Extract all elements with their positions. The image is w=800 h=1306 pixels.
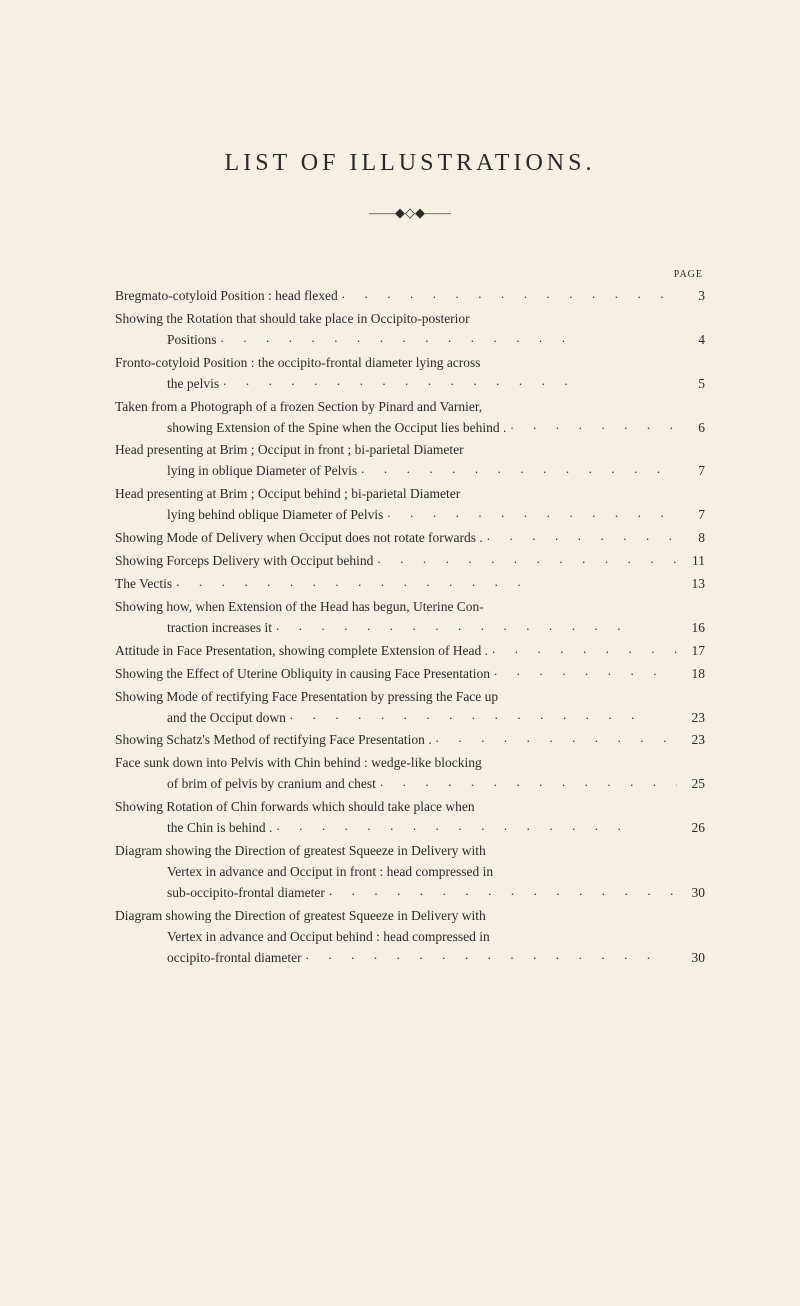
- page-number: 18: [681, 664, 705, 685]
- entry-text: Showing Mode of Delivery when Occiput do…: [115, 528, 483, 549]
- leader-dots: [436, 734, 677, 747]
- page-number: 23: [681, 708, 705, 729]
- page-number: 17: [681, 641, 705, 662]
- leader-dots: [329, 887, 677, 900]
- ornament: ——◆◇◆——: [115, 205, 705, 221]
- page-number: 30: [681, 883, 705, 904]
- entry-text: Showing the Effect of Uterine Obliquity …: [115, 664, 490, 685]
- leader-dots: [494, 668, 677, 681]
- list-item: The Vectis 13: [115, 574, 705, 595]
- list-item: Showing Schatz's Method of rectifying Fa…: [115, 730, 705, 751]
- list-item: Diagram showing the Direction of greates…: [115, 906, 705, 969]
- entry-text: traction increases it: [115, 618, 272, 639]
- page-number: 16: [681, 618, 705, 639]
- page-number: 13: [681, 574, 705, 595]
- list-item: Showing Forceps Delivery with Occiput be…: [115, 551, 705, 572]
- entry-text: Positions: [115, 330, 217, 351]
- list-item: Showing Mode of rectifying Face Presenta…: [115, 687, 705, 729]
- list-item: Taken from a Photograph of a frozen Sect…: [115, 397, 705, 439]
- entry-text: Showing how, when Extension of the Head …: [115, 597, 705, 618]
- entry-text: showing Extension of the Spine when the …: [115, 418, 506, 439]
- entry-text: Taken from a Photograph of a frozen Sect…: [115, 397, 705, 418]
- leader-dots: [510, 421, 677, 434]
- page-number: 23: [681, 730, 705, 751]
- list-item: Diagram showing the Direction of greates…: [115, 841, 705, 904]
- entry-text: lying behind oblique Diameter of Pelvis: [115, 505, 383, 526]
- entry-text: Showing the Rotation that should take pl…: [115, 309, 705, 330]
- page-number: 6: [681, 418, 705, 439]
- entry-text: the pelvis: [115, 374, 219, 395]
- leader-dots: [387, 509, 677, 522]
- entry-text: Fronto-cotyloid Position : the occipito-…: [115, 353, 705, 374]
- page-number: 5: [681, 374, 705, 395]
- leader-dots: [380, 778, 677, 791]
- page-number: 3: [681, 286, 705, 307]
- list-item: Showing the Effect of Uterine Obliquity …: [115, 664, 705, 685]
- list-item: Face sunk down into Pelvis with Chin beh…: [115, 753, 705, 795]
- entry-text: occipito-frontal diameter: [115, 948, 302, 969]
- leader-dots: [176, 578, 677, 591]
- entry-text: Showing Forceps Delivery with Occiput be…: [115, 551, 373, 572]
- entry-text: The Vectis: [115, 574, 172, 595]
- list-item: Bregmato-cotyloid Position : head flexed…: [115, 286, 705, 307]
- list-item: Head presenting at Brim ; Occiput behind…: [115, 484, 705, 526]
- leader-dots: [377, 555, 677, 568]
- page-number: 8: [681, 528, 705, 549]
- entry-text: sub-occipito-frontal diameter: [115, 883, 325, 904]
- leader-dots: [276, 622, 677, 635]
- page-number: 7: [681, 461, 705, 482]
- page-column-header: PAGE: [115, 269, 705, 280]
- list-item: Showing the Rotation that should take pl…: [115, 309, 705, 351]
- entry-text: Head presenting at Brim ; Occiput in fro…: [115, 440, 705, 461]
- leader-dots: [492, 645, 677, 658]
- leader-dots: [342, 290, 677, 303]
- leader-dots: [487, 532, 677, 545]
- entry-text: Face sunk down into Pelvis with Chin beh…: [115, 753, 705, 774]
- entry-text: Showing Schatz's Method of rectifying Fa…: [115, 730, 432, 751]
- list-item: Head presenting at Brim ; Occiput in fro…: [115, 440, 705, 482]
- entry-text: Head presenting at Brim ; Occiput behind…: [115, 484, 705, 505]
- page-number: 26: [681, 818, 705, 839]
- leader-dots: [223, 378, 677, 391]
- entry-text: Diagram showing the Direction of greates…: [115, 906, 705, 927]
- page-title: LIST OF ILLUSTRATIONS.: [115, 150, 705, 177]
- entry-text: Showing Rotation of Chin forwards which …: [115, 797, 705, 818]
- leader-dots: [306, 952, 677, 965]
- leader-dots: [290, 711, 677, 724]
- page-number: 7: [681, 505, 705, 526]
- list-item: Showing Mode of Delivery when Occiput do…: [115, 528, 705, 549]
- entry-text: Showing Mode of rectifying Face Presenta…: [115, 687, 705, 708]
- list-item: Showing how, when Extension of the Head …: [115, 597, 705, 639]
- entry-text: lying in oblique Diameter of Pelvis: [115, 461, 357, 482]
- entry-text: Vertex in advance and Occiput behind : h…: [115, 927, 705, 948]
- page-number: 11: [681, 551, 705, 572]
- list-item: Fronto-cotyloid Position : the occipito-…: [115, 353, 705, 395]
- leader-dots: [361, 465, 677, 478]
- entry-text: and the Occiput down: [115, 708, 286, 729]
- entry-text: the Chin is behind .: [115, 818, 272, 839]
- page-number: 4: [681, 330, 705, 351]
- leader-dots: [221, 334, 677, 347]
- illustrations-list: Bregmato-cotyloid Position : head flexed…: [115, 286, 705, 969]
- entry-text: Diagram showing the Direction of greates…: [115, 841, 705, 862]
- leader-dots: [276, 822, 677, 835]
- list-item: Showing Rotation of Chin forwards which …: [115, 797, 705, 839]
- list-item: Attitude in Face Presentation, showing c…: [115, 641, 705, 662]
- entry-text: Attitude in Face Presentation, showing c…: [115, 641, 488, 662]
- page-number: 25: [681, 774, 705, 795]
- entry-text: of brim of pelvis by cranium and chest: [115, 774, 376, 795]
- entry-text: Bregmato-cotyloid Position : head flexed: [115, 286, 338, 307]
- entry-text: Vertex in advance and Occiput in front :…: [115, 862, 705, 883]
- page-number: 30: [681, 948, 705, 969]
